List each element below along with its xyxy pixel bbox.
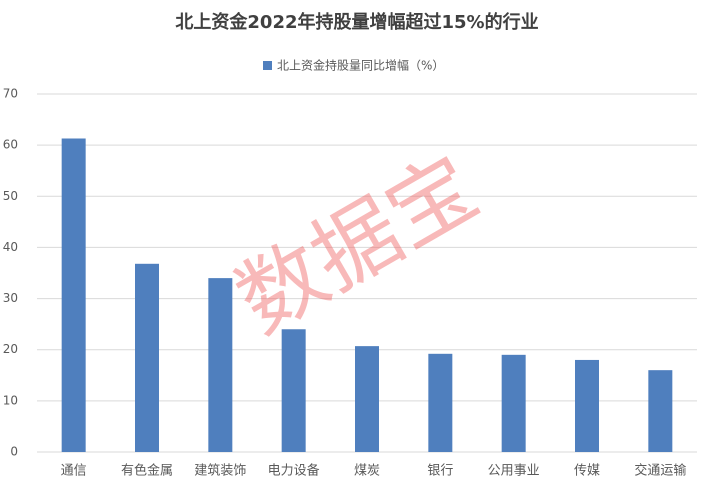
bar (355, 346, 379, 452)
x-tick-label: 建筑装饰 (194, 463, 246, 479)
y-tick-label: 70 (3, 87, 18, 101)
x-tick-label: 交通运输 (634, 463, 686, 479)
y-tick-label: 40 (3, 240, 18, 254)
y-tick-label: 10 (3, 393, 18, 407)
y-tick-label: 30 (3, 291, 18, 305)
x-tick-label: 煤炭 (354, 464, 380, 479)
bar (575, 359, 599, 452)
bar (428, 353, 453, 452)
y-tick-label: 60 (3, 138, 18, 152)
x-tick-label: 银行 (427, 464, 453, 479)
chart-title: 北上资金2022年持股量增幅超过15%的行业 (175, 11, 538, 33)
bar (648, 370, 673, 452)
bar (135, 263, 159, 452)
x-tick-label: 公用事业 (488, 464, 540, 479)
y-tick-label: 0 (10, 445, 18, 459)
legend-label: 北上资金持股量同比增幅（%） (277, 58, 444, 73)
bar (208, 278, 233, 452)
x-tick-label: 传媒 (574, 464, 600, 479)
x-tick-label: 通信 (61, 464, 87, 479)
legend-swatch (263, 61, 272, 70)
x-tick-label: 电力设备 (268, 463, 320, 479)
bar (281, 329, 306, 452)
bar (501, 354, 526, 452)
x-tick-label: 有色金属 (121, 463, 173, 479)
bar (61, 138, 86, 452)
y-tick-label: 20 (3, 342, 18, 356)
y-tick-label: 50 (3, 189, 18, 203)
